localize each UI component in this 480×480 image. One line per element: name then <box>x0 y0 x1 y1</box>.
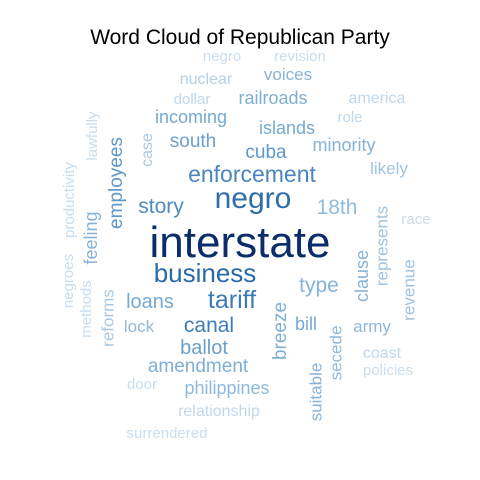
word-bill: bill <box>295 314 317 334</box>
word-coast: coast <box>363 345 402 362</box>
word-nuclear: nuclear <box>180 71 233 88</box>
word-surrendered: surrendered <box>127 425 208 442</box>
word-door: door <box>127 376 157 393</box>
word-ballot: ballot <box>180 337 228 359</box>
word-case: case <box>139 133 156 167</box>
word-south: south <box>170 131 216 152</box>
word-suitable: suitable <box>306 363 325 422</box>
word-tariff: tariff <box>208 286 256 314</box>
word-minority: minority <box>312 135 375 155</box>
word-methods: methods <box>78 280 95 338</box>
word-negroes: negroes <box>60 254 77 308</box>
word-islands: islands <box>259 118 315 138</box>
word-race: race <box>401 211 430 228</box>
word-negro: negro <box>203 48 241 65</box>
word-feeling: feeling <box>81 211 101 264</box>
word-canal: canal <box>184 314 234 337</box>
word-army: army <box>353 317 391 336</box>
word-secede: secede <box>326 326 345 381</box>
word-lawfully: lawfully <box>84 111 101 161</box>
word-role: role <box>337 109 362 126</box>
word-breeze: breeze <box>270 302 291 360</box>
word-type: type <box>299 274 339 297</box>
word-revision: revision <box>274 48 326 65</box>
word-revenue: revenue <box>399 259 418 320</box>
word-negro: negro <box>215 182 292 215</box>
word-america: america <box>349 90 406 107</box>
word-lock: lock <box>124 317 155 336</box>
word-represents: represents <box>372 206 391 286</box>
word-story: story <box>138 195 184 218</box>
word-clause: clause <box>352 250 372 302</box>
word-philippines: philippines <box>184 378 269 398</box>
chart-title: Word Cloud of Republican Party <box>90 26 390 49</box>
word-likely: likely <box>370 159 408 178</box>
word-productivity: productivity <box>61 162 78 238</box>
word-reforms: reforms <box>98 289 117 347</box>
word-cuba: cuba <box>245 142 287 163</box>
word-18th: 18th <box>317 196 358 219</box>
word-voices: voices <box>264 65 312 84</box>
word-business: business <box>154 258 257 288</box>
word-interstate: interstate <box>150 218 331 267</box>
word-policies: policies <box>363 362 413 379</box>
word-amendment: amendment <box>148 356 249 377</box>
word-relationship: relationship <box>178 403 260 420</box>
word-incoming: incoming <box>155 107 227 127</box>
word-railroads: railroads <box>238 88 307 108</box>
word-employees: employees <box>106 137 127 229</box>
word-loans: loans <box>126 291 174 313</box>
word-enforcement: enforcement <box>188 161 316 187</box>
word-dollar: dollar <box>174 91 211 108</box>
